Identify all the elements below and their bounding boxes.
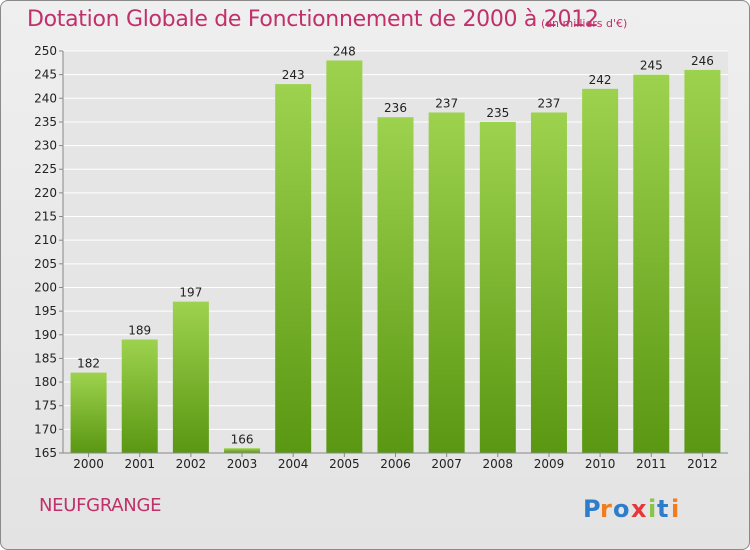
bar-2000 (70, 372, 107, 453)
x-tick-label: 2001 (124, 457, 155, 471)
bar-2008 (479, 121, 516, 454)
y-tick-label: 200 (34, 280, 57, 294)
data-label: 166 (231, 432, 254, 446)
x-tick-label: 2011 (636, 457, 667, 471)
bar-2012 (684, 69, 721, 453)
y-tick-label: 235 (34, 115, 57, 129)
svg-text:t: t (657, 495, 668, 523)
data-label: 182 (77, 357, 100, 371)
bar-2001 (121, 339, 158, 453)
data-label: 235 (486, 106, 509, 120)
x-tick-label: 2000 (73, 457, 104, 471)
town-name: NEUFGRANGE (39, 495, 162, 516)
bar-2004 (275, 84, 312, 453)
data-label: 242 (589, 73, 612, 87)
x-tick-label: 2006 (380, 457, 411, 471)
x-tick-label: 2003 (227, 457, 258, 471)
svg-text:r: r (600, 495, 612, 523)
y-tick-label: 170 (34, 422, 57, 436)
chart-title: Dotation Globale de Fonctionnement de 20… (27, 7, 599, 32)
y-tick-label: 215 (34, 210, 57, 224)
data-label: 197 (179, 286, 202, 300)
bar-2006 (377, 117, 414, 453)
x-tick-label: 2008 (483, 457, 514, 471)
bar-2010 (582, 88, 619, 453)
x-tick-label: 2002 (176, 457, 207, 471)
x-tick-label: 2004 (278, 457, 309, 471)
bar-2011 (633, 74, 670, 453)
y-tick-label: 205 (34, 257, 57, 271)
y-tick-label: 180 (34, 375, 57, 389)
y-tick-label: 220 (34, 186, 57, 200)
data-label: 248 (333, 44, 356, 58)
bar-2003 (224, 448, 261, 453)
proxiti-logo: P r o x i t i (583, 495, 679, 523)
x-tick-label: 2005 (329, 457, 360, 471)
data-label: 237 (435, 96, 458, 110)
y-tick-label: 185 (34, 351, 57, 365)
svg-text:P: P (583, 495, 601, 523)
data-label: 237 (538, 96, 561, 110)
y-tick-label: 245 (34, 68, 57, 82)
bar-2009 (530, 112, 567, 453)
y-tick-label: 210 (34, 233, 57, 247)
chart-unit-note: (en milliers d'€) (541, 17, 628, 30)
data-label: 243 (282, 68, 305, 82)
bar-2002 (172, 301, 209, 453)
data-label: 236 (384, 101, 407, 115)
y-tick-label: 230 (34, 139, 57, 153)
x-tick-label: 2012 (687, 457, 718, 471)
y-tick-label: 225 (34, 162, 57, 176)
y-tick-label: 195 (34, 304, 57, 318)
data-label: 189 (128, 323, 151, 337)
x-tick-label: 2009 (534, 457, 565, 471)
bar-2007 (428, 112, 465, 453)
y-tick-label: 190 (34, 328, 57, 342)
data-label: 245 (640, 59, 663, 73)
x-tick-label: 2010 (585, 457, 616, 471)
data-label: 246 (691, 54, 714, 68)
bar-2005 (326, 60, 363, 453)
y-tick-label: 240 (34, 91, 57, 105)
x-tick-label: 2007 (431, 457, 462, 471)
y-tick-label: 175 (34, 399, 57, 413)
y-tick-label: 250 (34, 44, 57, 58)
svg-text:x: x (631, 495, 647, 523)
svg-text:i: i (648, 495, 656, 523)
svg-text:o: o (613, 495, 630, 523)
y-tick-label: 165 (34, 446, 57, 460)
svg-text:i: i (671, 495, 679, 523)
